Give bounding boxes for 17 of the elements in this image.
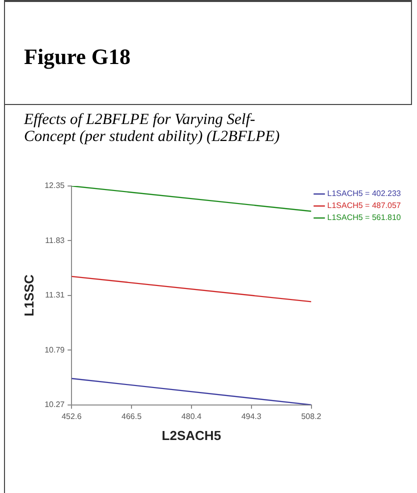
x-tick-label: 508.2 (301, 412, 322, 421)
y-tick-label: 11.31 (45, 290, 66, 300)
x-axis-title: L2SACH5 (162, 428, 222, 443)
legend-label: L1SACH5 = 561.810 (327, 213, 402, 222)
x-tick-label: 466.5 (122, 412, 142, 421)
x-tick-label: 480.4 (181, 412, 202, 421)
y-tick-label: 12.35 (44, 181, 66, 190)
y-tick-label: 11.83 (45, 236, 66, 245)
legend-label: L1SACH5 = 487.057 (327, 201, 402, 210)
chart-subtitle: Effects of L2BFLPE for Varying Self-Concept (per student ability) (L2BFLPE) (24, 111, 281, 145)
y-tick-label: 10.79 (44, 345, 66, 354)
legend-label: L1SACH5 = 402.233 (327, 189, 402, 198)
chart-title: Figure G18 (24, 44, 131, 70)
x-tick-label: 494.3 (241, 412, 262, 421)
x-tick-label: 452.6 (62, 412, 82, 421)
y-tick-label: 10.27 (44, 400, 66, 410)
y-axis-title: L1SSC (21, 274, 36, 316)
